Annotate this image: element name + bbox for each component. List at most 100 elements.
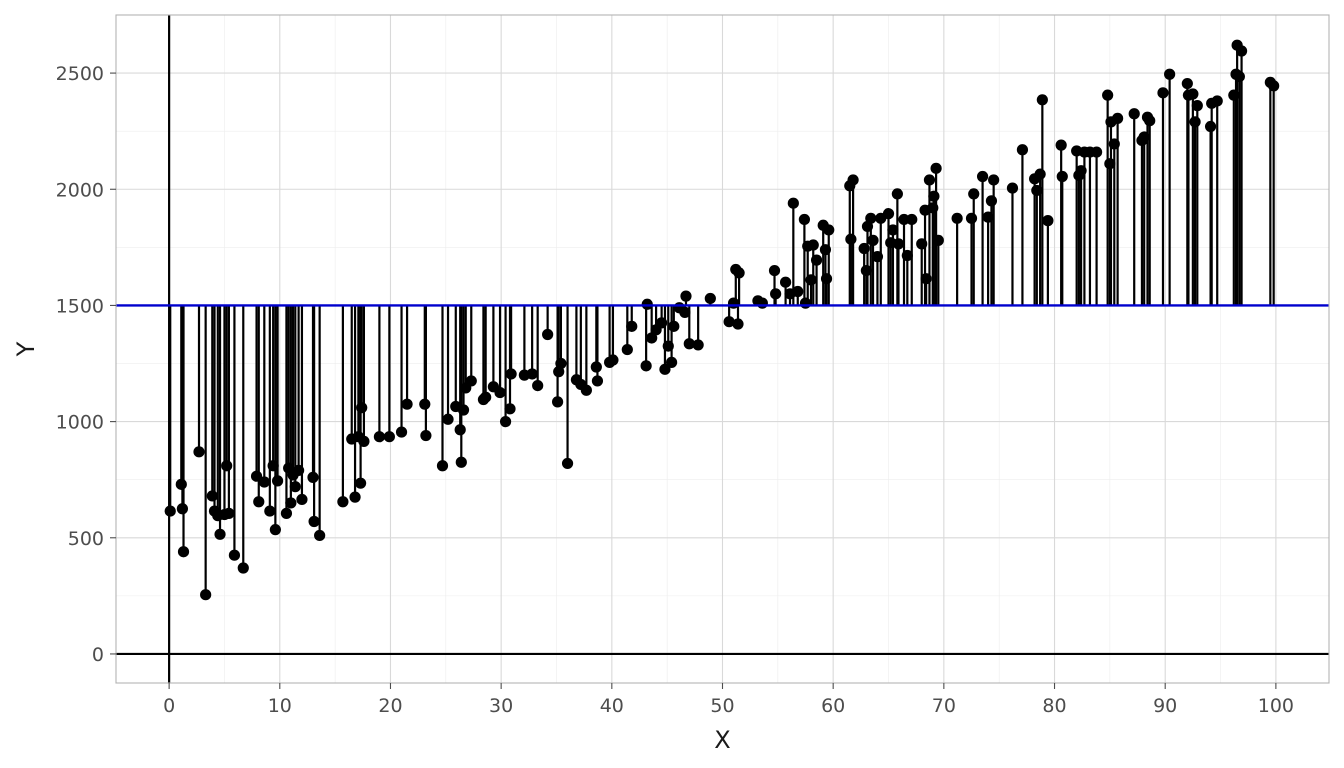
data-point <box>871 251 884 263</box>
y-tick-label: 2500 <box>56 63 104 85</box>
data-point <box>457 404 470 416</box>
data-point <box>901 249 913 262</box>
data-point <box>805 274 817 286</box>
data-point <box>1112 112 1124 124</box>
data-point <box>968 188 980 200</box>
data-point <box>976 170 989 183</box>
data-point <box>898 213 910 226</box>
data-point <box>792 285 804 298</box>
x-tick-label: 0 <box>163 695 175 717</box>
data-point <box>177 546 190 558</box>
data-point <box>308 515 320 528</box>
data-point <box>951 212 963 224</box>
data-point <box>982 211 994 223</box>
data-point <box>505 368 517 380</box>
data-point <box>258 476 270 488</box>
data-point <box>289 481 301 493</box>
data-point <box>221 460 233 472</box>
data-point <box>504 403 516 415</box>
data-point <box>928 190 940 202</box>
data-point <box>704 292 716 305</box>
data-point <box>1036 94 1048 106</box>
data-point <box>542 328 554 341</box>
data-point <box>779 276 792 288</box>
data-point <box>401 398 413 410</box>
data-point <box>455 456 467 468</box>
points-layer <box>116 39 1329 601</box>
data-point <box>659 363 671 375</box>
data-point <box>810 254 823 266</box>
data-point <box>1102 89 1114 101</box>
x-tick-label: 50 <box>710 695 734 717</box>
data-point <box>768 264 781 277</box>
data-point <box>916 238 928 250</box>
data-point <box>354 477 367 489</box>
data-point <box>787 197 799 209</box>
data-point <box>860 264 872 277</box>
data-point <box>807 239 819 251</box>
data-point <box>1042 215 1054 227</box>
data-point <box>551 396 564 408</box>
data-point <box>1075 165 1087 177</box>
data-point <box>555 357 567 370</box>
data-point <box>1228 89 1240 101</box>
data-point <box>214 528 226 540</box>
data-point <box>420 429 432 442</box>
x-axis-title: X <box>714 726 730 754</box>
y-axis-title: Y <box>12 341 40 357</box>
data-point <box>867 234 879 246</box>
data-point <box>733 267 745 279</box>
y-tick-label: 2000 <box>56 179 104 201</box>
data-point <box>175 478 187 490</box>
data-point <box>798 213 810 226</box>
x-tick-label: 70 <box>932 695 956 717</box>
data-point <box>607 354 619 366</box>
data-point <box>271 475 284 487</box>
data-point <box>621 343 633 356</box>
data-point <box>454 424 466 436</box>
data-point <box>395 426 408 438</box>
data-point <box>927 202 939 214</box>
data-point <box>267 460 279 472</box>
data-point <box>228 549 241 561</box>
x-tick-label: 20 <box>378 695 402 717</box>
data-point <box>307 471 319 483</box>
data-point <box>237 562 249 574</box>
data-point <box>891 188 903 200</box>
data-point <box>314 529 326 542</box>
data-point <box>665 356 678 368</box>
data-point <box>1181 77 1193 90</box>
data-point <box>723 316 735 328</box>
data-point <box>1189 116 1201 128</box>
data-point <box>1144 115 1156 127</box>
data-point <box>1006 182 1019 194</box>
data-point <box>1034 168 1046 180</box>
data-point <box>285 497 297 509</box>
data-point <box>193 446 205 458</box>
data-point <box>626 320 638 332</box>
data-point <box>923 174 936 186</box>
data-point <box>1056 170 1068 183</box>
data-point <box>419 398 431 410</box>
x-tick-label: 60 <box>821 695 845 717</box>
data-point <box>293 464 305 477</box>
data-point <box>1090 146 1103 158</box>
data-point <box>1268 80 1280 92</box>
y-tick-label: 1500 <box>56 295 104 317</box>
data-point <box>526 368 538 380</box>
x-tick-label: 40 <box>600 695 624 717</box>
data-point <box>442 413 454 425</box>
data-point <box>656 317 668 329</box>
x-tick-label: 10 <box>268 695 292 717</box>
data-point <box>269 524 281 536</box>
data-point <box>349 491 361 503</box>
x-tick-label: 90 <box>1153 695 1177 717</box>
data-point <box>680 290 692 302</box>
data-point <box>932 234 944 246</box>
x-axis-ticks: 0 10 20 30 40 50 60 70 80 90 100 <box>163 683 1294 717</box>
data-point <box>820 273 833 285</box>
data-point <box>465 375 477 387</box>
data-point <box>250 470 263 482</box>
x-tick-label: 80 <box>1042 695 1066 717</box>
